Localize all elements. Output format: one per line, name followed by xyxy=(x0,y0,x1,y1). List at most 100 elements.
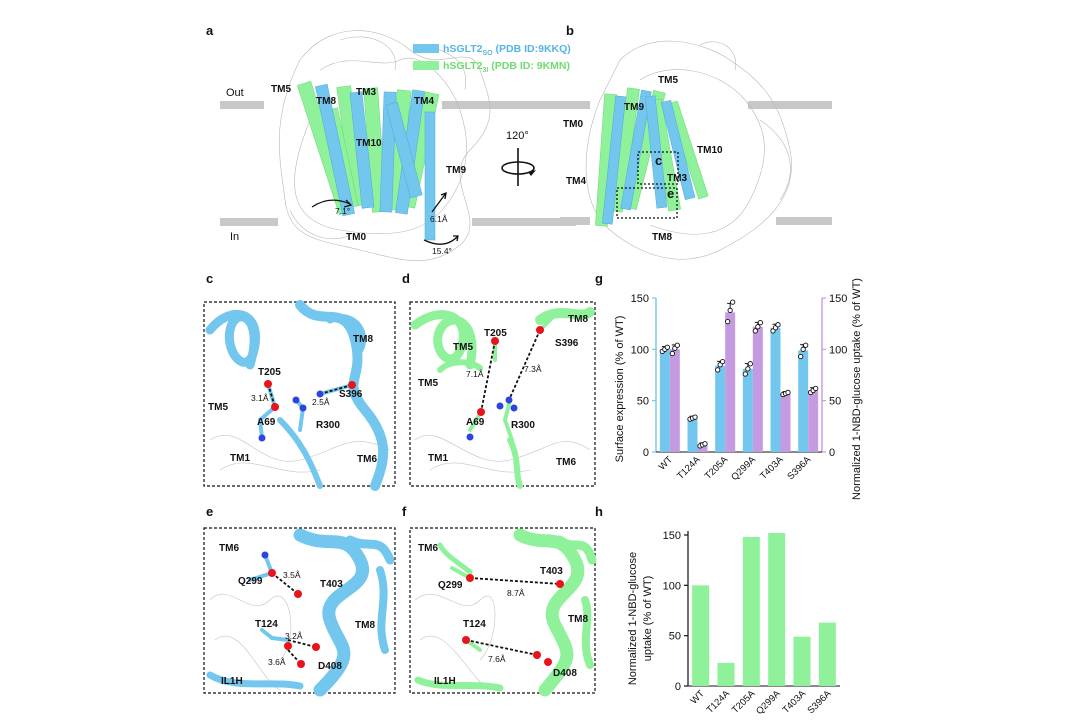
membrane-bar-b-in-left xyxy=(560,217,590,225)
g-left-tick-label: 150 xyxy=(631,293,649,305)
angle-7-1: 7.1° xyxy=(335,206,350,216)
panel-e-cartoon xyxy=(206,528,395,697)
tm10-label-a: TM10 xyxy=(356,138,382,149)
membrane-bar-out-left xyxy=(220,101,264,109)
tm5-label-b: TM5 xyxy=(658,75,678,86)
f-tm6: TM6 xyxy=(418,543,438,554)
g-data-point xyxy=(669,350,675,357)
g-right-tick-label: 0 xyxy=(829,447,835,459)
f-t124: T124 xyxy=(463,619,486,630)
panel-c: c TM8 xyxy=(203,271,396,491)
h-y-axis-title-line1: Normalized 1-NBD-glucose xyxy=(627,552,639,685)
membrane-bar-in-left xyxy=(220,218,278,226)
c-tm6: TM6 xyxy=(357,454,377,465)
panel-d: d TM8 T205 xyxy=(402,271,596,489)
e-tm6: TM6 xyxy=(219,543,239,554)
g-right-tick-label: 150 xyxy=(829,293,847,305)
legend-blue-text: hSGLT2SO (PDB ID:9KKQ) xyxy=(443,43,571,57)
h-category-label: T205A xyxy=(730,688,758,716)
g-right-tick-label: 50 xyxy=(829,396,841,408)
d-tm5-lower: TM5 xyxy=(418,378,438,389)
tm10-label-b: TM10 xyxy=(697,145,723,156)
g-category-label: Q299A xyxy=(729,454,758,483)
tm0-label-b: TM0 xyxy=(563,119,583,130)
h-category-label: T124A xyxy=(705,688,733,716)
f-t403: T403 xyxy=(540,566,563,577)
rotation-indicator: 120° xyxy=(501,130,536,186)
rotation-arrowhead-icon xyxy=(528,170,536,176)
g-right-tick-label: 100 xyxy=(829,344,847,356)
e-dist-3-6: 3.6Å xyxy=(268,657,286,667)
tm5-label-a: TM5 xyxy=(271,84,291,95)
membrane-bar-in-right xyxy=(472,218,576,226)
panel-b-wire-trace xyxy=(585,40,792,260)
e-dist-3-5: 3.5Å xyxy=(283,570,301,580)
h-bar xyxy=(692,585,710,686)
d-tm6: TM6 xyxy=(556,457,576,468)
e-t403: T403 xyxy=(320,579,343,590)
e-t124: T124 xyxy=(255,619,278,630)
hbond-t205-a69 xyxy=(267,383,276,408)
panel-label-c: c xyxy=(206,271,213,286)
legend-blue-swatch xyxy=(413,44,439,53)
c-r300: R300 xyxy=(316,420,340,431)
h-category-label: S396A xyxy=(806,688,834,716)
g-data-point xyxy=(720,359,726,365)
box-c-label: c xyxy=(655,153,662,168)
panel-c-wire xyxy=(209,434,391,473)
g-category-label: T205A xyxy=(703,454,731,482)
membrane-bar-b-in-right xyxy=(776,217,832,225)
h-y-tick-label: 100 xyxy=(663,580,681,592)
distance-6-1: 6.1Å xyxy=(430,214,448,224)
c-s396: S396 xyxy=(339,389,363,400)
g-data-point xyxy=(800,346,806,352)
membrane-in-label: In xyxy=(230,231,239,243)
g-data-point xyxy=(775,322,781,328)
g-bar-surface xyxy=(770,327,781,452)
panel-a-blue-helices xyxy=(315,83,436,241)
g-data-point xyxy=(813,385,819,391)
g-bar-uptake xyxy=(808,390,819,452)
panel-c-atoms xyxy=(258,380,356,442)
legend-green-text: hSGLT23I (PDB ID: 9KMN) xyxy=(443,60,570,74)
tm4-label-b: TM4 xyxy=(566,176,586,187)
g-category-label: S396A xyxy=(785,454,813,482)
box-e-label: e xyxy=(667,186,674,201)
h-category-label: Q299A xyxy=(754,688,783,717)
dist-t205-a69 xyxy=(480,340,496,413)
g-data-point xyxy=(730,299,736,305)
rotation-label: 120° xyxy=(506,130,529,142)
g-category-label: T403A xyxy=(758,454,786,482)
c-tm5: TM5 xyxy=(208,402,228,413)
c-a69: A69 xyxy=(257,417,276,428)
h-bar xyxy=(793,636,811,686)
g-data-point xyxy=(664,344,670,350)
e-dist-3-2: 3.2Å xyxy=(285,631,303,641)
membrane-bar-out-right xyxy=(442,101,576,109)
h-y-axis-title-line2: uptake (% of WT) xyxy=(642,576,654,662)
h-bar xyxy=(717,662,735,686)
panel-e: e TM6 Q299 T403 xyxy=(203,504,396,697)
d-a69: A69 xyxy=(466,417,485,428)
g-left-tick-label: 0 xyxy=(643,447,649,459)
tm3-label-b: TM3 xyxy=(667,173,687,184)
g-category-label: T124A xyxy=(675,454,703,482)
d-dist-7-3: 7.3Å xyxy=(524,364,542,374)
membrane-out-label: Out xyxy=(226,87,244,99)
d-dist-7-1: 7.1Å xyxy=(466,369,484,379)
g-bar-uptake xyxy=(669,349,680,452)
g-data-point xyxy=(725,318,731,325)
g-bar-uptake xyxy=(725,312,736,452)
g-data-point xyxy=(742,371,748,377)
tm0-label-a: TM0 xyxy=(346,232,366,243)
g-data-point xyxy=(674,342,680,348)
legend-green-swatch xyxy=(413,61,439,70)
panel-f-atoms xyxy=(462,574,564,666)
g-bar-uptake xyxy=(780,393,791,452)
tm9-label-b: TM9 xyxy=(624,102,644,113)
tm4-label-a: TM4 xyxy=(414,96,434,107)
e-d408: D408 xyxy=(318,661,342,672)
